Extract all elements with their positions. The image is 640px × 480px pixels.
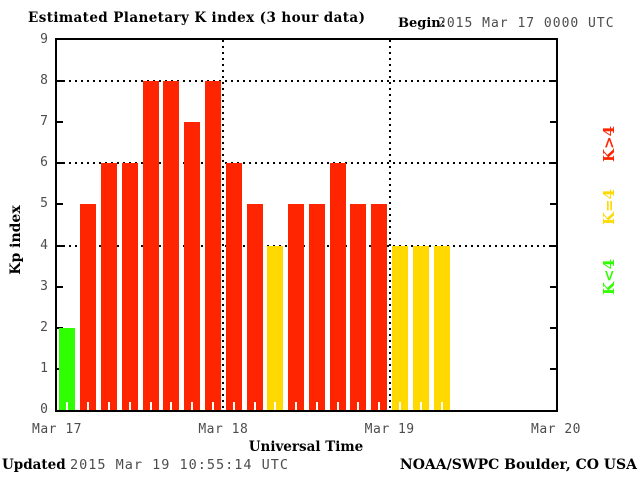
y-axis-tick — [57, 285, 63, 288]
y-axis-tick — [550, 244, 556, 247]
bar-base-tick — [274, 402, 277, 410]
legend-item: K>4 — [600, 125, 618, 163]
gridline-horizontal — [57, 244, 556, 247]
legend-item: K=4 — [600, 188, 618, 226]
kp-bar — [59, 327, 76, 410]
kp-bar — [371, 204, 388, 410]
bar-base-tick — [440, 402, 443, 410]
y-axis-tick — [550, 326, 556, 329]
bar-base-tick — [253, 402, 256, 410]
kp-bar — [308, 204, 325, 410]
y-axis-tick — [550, 203, 556, 206]
bar-base-tick — [232, 402, 235, 410]
y-axis-tick — [550, 162, 556, 165]
y-tick-label: 3 — [40, 278, 48, 294]
bar-base-tick — [191, 402, 194, 410]
y-tick-label: 9 — [40, 32, 48, 47]
y-axis-tick — [550, 121, 556, 124]
bar-base-tick — [170, 402, 173, 410]
x-tick-label: Mar 18 — [198, 422, 249, 437]
bar-base-tick — [295, 402, 298, 410]
y-tick-label: 2 — [40, 319, 48, 335]
y-tick-label: 1 — [40, 360, 48, 376]
bar-base-tick — [399, 402, 402, 410]
kp-bar — [142, 81, 159, 410]
updated-label: Updated — [2, 457, 66, 473]
kp-bar — [163, 81, 180, 410]
y-tick-label: 6 — [40, 155, 48, 171]
page-title: Estimated Planetary K index (3 hour data… — [28, 10, 366, 26]
begin-label: Begin: — [398, 16, 446, 31]
updated-value: 2015 Mar 19 10:55:14 UTC — [69, 457, 290, 473]
bar-base-tick — [128, 402, 131, 410]
kp-bar — [246, 204, 263, 410]
y-tick-label: 8 — [40, 73, 48, 89]
y-axis-tick — [57, 80, 63, 83]
bar-base-tick — [211, 402, 214, 410]
updated-timestamp: Updated 2015 Mar 19 10:55:14 UTC — [2, 457, 289, 473]
y-tick-label: 0 — [40, 402, 48, 417]
y-axis-tick — [550, 80, 556, 83]
gridline-horizontal — [57, 162, 556, 165]
y-axis-tick — [57, 203, 63, 206]
kp-bar — [392, 245, 409, 410]
kp-bar — [288, 204, 305, 410]
kp-bar — [267, 245, 284, 410]
y-tick-label: 5 — [40, 196, 48, 212]
gridline-horizontal — [57, 80, 556, 83]
kp-bar — [121, 163, 138, 410]
bar-base-tick — [378, 402, 381, 410]
y-axis-tick — [550, 367, 556, 370]
y-axis-tick — [550, 285, 556, 288]
kp-bar — [184, 122, 201, 410]
x-tick-label: Mar 20 — [531, 422, 581, 437]
bar-base-tick — [419, 402, 422, 410]
day-boundary-line — [388, 40, 391, 410]
bar-base-tick — [336, 402, 339, 410]
plot-area — [55, 38, 558, 412]
begin-value: 2015 Mar 17 0000 UTC — [438, 16, 615, 31]
bar-base-tick — [149, 402, 152, 410]
x-tick-label: Mar 19 — [364, 422, 415, 437]
bar-base-tick — [66, 402, 69, 410]
kp-bar — [350, 204, 367, 410]
kp-bar — [433, 245, 450, 410]
x-tick-label: Mar 17 — [32, 422, 82, 437]
y-axis-tick — [57, 244, 63, 247]
kp-bar — [100, 163, 117, 410]
kp-bar — [225, 163, 242, 410]
legend-item: K<4 — [600, 258, 618, 296]
bar-base-tick — [87, 402, 90, 410]
bar-base-tick — [107, 402, 110, 410]
kp-bar — [412, 245, 429, 410]
y-axis-tick — [57, 162, 63, 165]
kp-bar — [329, 163, 346, 410]
bar-base-tick — [357, 402, 360, 410]
bar-base-tick — [315, 402, 318, 410]
y-tick-label: 7 — [40, 114, 48, 130]
kp-bar — [80, 204, 97, 410]
credit-text: NOAA/SWPC Boulder, CO USA — [399, 457, 637, 473]
y-axis-tick — [57, 121, 63, 124]
kp-bar — [204, 81, 221, 410]
x-axis-label: Universal Time — [248, 439, 364, 455]
y-tick-label: 4 — [40, 237, 48, 253]
day-boundary-line — [222, 40, 225, 410]
